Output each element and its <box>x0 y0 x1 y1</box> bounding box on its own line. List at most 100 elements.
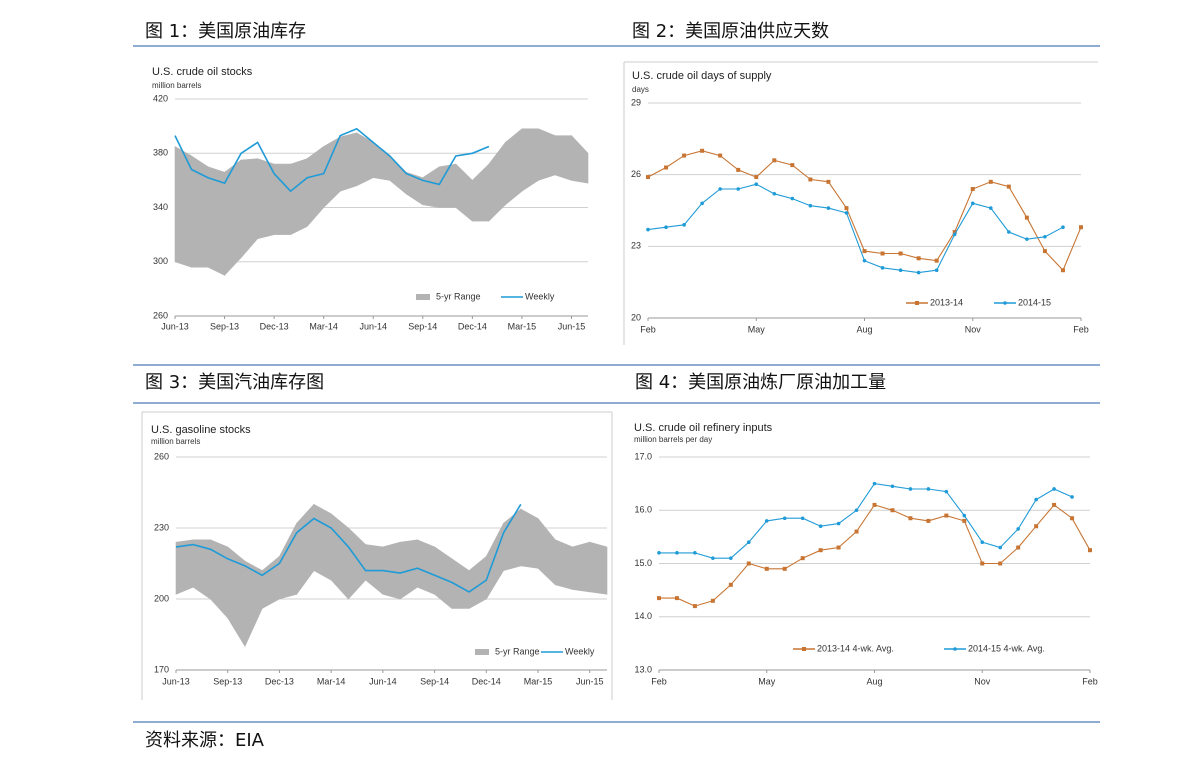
y-tick-label: 380 <box>153 148 168 158</box>
range-band <box>257 158 275 240</box>
range-band <box>488 141 506 222</box>
y-tick-label: 29 <box>631 97 641 107</box>
legend-label: Weekly <box>525 291 555 301</box>
data-point <box>1061 225 1065 230</box>
data-point <box>657 596 661 601</box>
data-point <box>854 508 859 513</box>
x-tick-label: Feb <box>1082 676 1098 686</box>
data-point <box>836 545 841 550</box>
data-point <box>729 556 733 560</box>
data-point <box>736 167 741 172</box>
y-tick-label: 260 <box>153 310 168 320</box>
data-point <box>718 153 723 158</box>
y-tick-label: 340 <box>153 202 168 212</box>
legend-marker <box>1003 301 1007 305</box>
range-band <box>554 135 572 181</box>
data-point <box>826 179 831 184</box>
data-point <box>862 258 867 263</box>
x-tick-label: Nov <box>965 324 982 334</box>
data-point <box>890 484 895 489</box>
x-tick-label: May <box>758 676 776 686</box>
data-point <box>700 201 704 206</box>
data-point <box>980 540 985 544</box>
y-tick-label: 260 <box>154 451 169 461</box>
data-point <box>872 502 877 507</box>
data-point <box>944 513 949 518</box>
data-point <box>898 268 903 273</box>
data-point <box>764 519 769 523</box>
range-band <box>372 141 391 181</box>
y-axis-unit: days <box>632 85 649 94</box>
x-tick-label: Feb <box>651 676 667 686</box>
range-band <box>279 523 297 600</box>
data-point <box>1079 225 1083 230</box>
x-tick-label: May <box>748 324 766 334</box>
data-point <box>934 268 939 273</box>
data-point <box>746 561 751 566</box>
legend-label: Weekly <box>565 646 595 656</box>
data-point <box>1052 502 1057 507</box>
data-point <box>872 481 877 486</box>
range-band <box>571 134 589 184</box>
range-band <box>572 541 591 593</box>
legend-label: 2014-15 4-wk. Avg. <box>968 643 1045 653</box>
legend-label: 2013-14 4-wk. Avg. <box>817 643 894 653</box>
data-point <box>754 175 759 180</box>
data-point <box>646 227 650 232</box>
range-band <box>313 503 332 581</box>
data-point <box>970 201 975 206</box>
y-tick-label: 200 <box>154 593 169 603</box>
data-point <box>782 516 787 521</box>
range-band <box>273 163 291 235</box>
x-tick-label: Dec-14 <box>458 321 487 331</box>
data-point <box>898 251 903 256</box>
data-point <box>1043 234 1047 239</box>
y-axis-unit: million barrels per day <box>634 435 712 444</box>
data-point <box>890 508 895 513</box>
y-axis-unit: million barrels <box>152 81 201 90</box>
data-point <box>1060 268 1065 273</box>
x-tick-label: Feb <box>1073 324 1089 334</box>
data-point <box>926 487 931 491</box>
data-point <box>1024 215 1029 220</box>
legend-marker <box>953 647 957 651</box>
data-point <box>692 604 697 609</box>
range-band <box>521 128 539 192</box>
x-tick-label: Nov <box>974 676 991 686</box>
data-point <box>711 556 715 560</box>
data-point <box>1088 548 1092 553</box>
data-point <box>926 518 931 523</box>
data-point <box>934 258 939 263</box>
y-tick-label: 16.0 <box>634 505 652 515</box>
data-point <box>970 187 975 191</box>
chart-title: U.S. gasoline stocks <box>151 424 251 436</box>
chart-title: U.S. crude oil refinery inputs <box>634 422 773 434</box>
data-point <box>844 206 849 211</box>
data-point <box>790 196 795 201</box>
series-line <box>175 503 522 593</box>
data-point <box>1070 495 1074 499</box>
legend-swatch <box>416 294 430 300</box>
range-band <box>296 503 315 596</box>
data-point <box>916 256 921 261</box>
data-point <box>988 179 993 184</box>
x-tick-label: Aug <box>866 676 882 686</box>
data-point <box>800 516 805 521</box>
data-point <box>1016 527 1020 531</box>
data-point <box>1034 497 1038 502</box>
data-point <box>657 551 661 555</box>
range-band <box>306 145 324 228</box>
data-point <box>844 211 849 215</box>
data-point <box>854 529 859 534</box>
range-band <box>520 508 539 569</box>
x-tick-label: Jun-15 <box>558 321 586 331</box>
series-line <box>659 483 1073 559</box>
data-point <box>880 251 885 256</box>
data-point <box>818 524 823 529</box>
legend-label: 2013-14 <box>930 297 963 307</box>
x-tick-label: Jun-13 <box>161 321 189 331</box>
data-point <box>880 266 885 270</box>
series-line <box>647 183 1064 274</box>
range-band <box>191 155 209 268</box>
